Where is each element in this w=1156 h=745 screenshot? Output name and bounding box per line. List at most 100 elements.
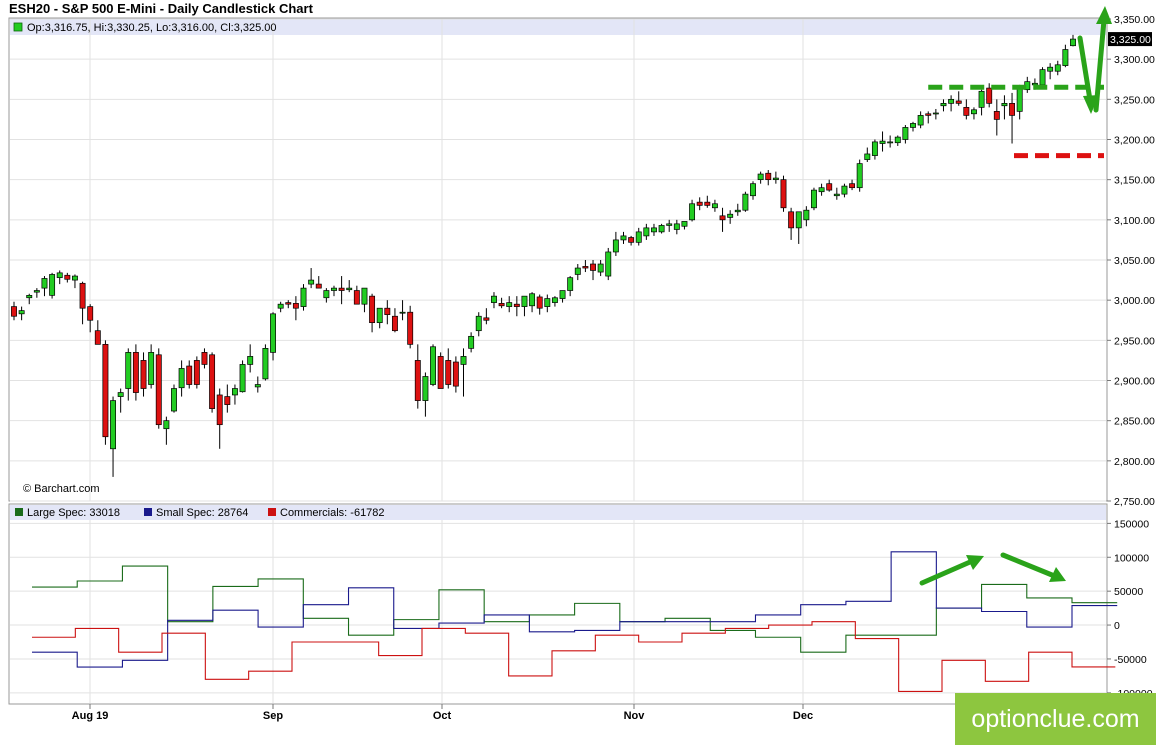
- candle: [612, 231, 619, 256]
- candle-body: [399, 311, 406, 314]
- candle-body: [605, 251, 612, 277]
- candle: [879, 131, 886, 152]
- date-tick-label: Oct: [433, 710, 452, 722]
- candle-body: [955, 100, 962, 104]
- candle: [452, 356, 459, 393]
- candle: [963, 99, 970, 120]
- cot-grid: [10, 520, 1106, 703]
- candle-body: [673, 223, 680, 230]
- candle-body: [529, 293, 536, 307]
- cot-lines: [32, 551, 1118, 693]
- candle: [681, 221, 688, 230]
- candle: [658, 223, 665, 234]
- candle: [894, 135, 901, 146]
- candle: [689, 199, 696, 222]
- candle-body: [369, 295, 376, 324]
- candle: [460, 348, 467, 397]
- candle: [292, 296, 299, 321]
- candle-body: [849, 183, 856, 189]
- candle-body: [18, 310, 25, 315]
- candle-body: [521, 295, 528, 307]
- candle-body: [513, 303, 520, 307]
- candle-body: [1001, 102, 1008, 107]
- candle: [102, 340, 109, 445]
- last-price-tag-label: 3,325.00: [1110, 34, 1151, 46]
- candle: [110, 396, 116, 477]
- candle: [163, 416, 170, 445]
- candle-body: [879, 140, 886, 144]
- candle: [231, 384, 238, 405]
- annotations: [928, 6, 1112, 159]
- candle-body: [971, 109, 977, 115]
- candle-body: [79, 282, 86, 309]
- candle-body: [856, 163, 863, 189]
- candle: [361, 287, 368, 313]
- candle-body: [963, 107, 970, 116]
- candle: [186, 360, 193, 389]
- candle-body: [140, 360, 147, 389]
- candle: [193, 356, 200, 389]
- candle-body: [1031, 82, 1038, 86]
- price-tick-label: 3,050.00: [1114, 255, 1155, 267]
- candle: [544, 294, 551, 313]
- candle: [651, 223, 657, 236]
- candle-body: [704, 201, 711, 206]
- candle: [148, 344, 155, 389]
- candle-body: [110, 400, 116, 450]
- candle-body: [323, 290, 330, 299]
- legend-large-spec: Large Spec: 33018: [27, 507, 120, 519]
- candle-body: [833, 193, 840, 197]
- candle-body: [696, 201, 703, 206]
- candle-body: [94, 330, 101, 345]
- candle-body: [727, 213, 734, 218]
- candle: [902, 125, 909, 144]
- candle: [430, 344, 436, 387]
- candle-body: [689, 203, 696, 221]
- candle: [971, 107, 977, 120]
- date-tick-label: Aug 19: [72, 710, 109, 722]
- cot-tick-label: 100000: [1114, 552, 1149, 564]
- candle-body: [498, 303, 505, 307]
- candle: [178, 360, 185, 397]
- candle-body: [841, 185, 848, 195]
- candle: [887, 135, 894, 148]
- candle-body: [734, 209, 741, 213]
- candle: [384, 300, 391, 325]
- candle: [79, 281, 86, 325]
- candle-body: [346, 287, 353, 291]
- price-tick-label: 2,900.00: [1114, 376, 1155, 388]
- candle-body: [772, 177, 779, 181]
- legend-commercials: Commercials: -61782: [280, 507, 385, 519]
- credit-label: © Barchart.com: [23, 483, 100, 495]
- candle: [719, 207, 726, 232]
- candle-body: [125, 352, 132, 389]
- candle: [925, 111, 932, 124]
- candle-body: [422, 376, 429, 401]
- cot-series-line: [32, 551, 1118, 668]
- candle: [1070, 34, 1076, 47]
- candle: [734, 203, 741, 216]
- candle-body: [612, 239, 619, 253]
- candle-body: [590, 263, 596, 271]
- candle: [132, 344, 139, 401]
- ohlc-swatch: [13, 22, 23, 32]
- cot-tick-label: 0: [1114, 620, 1120, 632]
- candle: [803, 206, 810, 227]
- candle: [1039, 67, 1046, 88]
- up-arrow-shaft: [1093, 17, 1107, 113]
- candle: [369, 293, 376, 333]
- candle-body: [803, 209, 810, 221]
- candle: [87, 304, 94, 333]
- candle-body: [270, 313, 276, 353]
- date-tick-label: Sep: [263, 710, 283, 722]
- candle-body: [308, 279, 315, 285]
- candle-body: [64, 274, 71, 280]
- candle-body: [468, 335, 475, 349]
- candle-body: [491, 295, 497, 303]
- candle: [491, 292, 497, 309]
- candle-body: [917, 115, 924, 126]
- candle-body: [430, 346, 436, 385]
- candle: [1062, 44, 1069, 68]
- candle-body: [437, 356, 444, 389]
- candle-body: [331, 287, 337, 291]
